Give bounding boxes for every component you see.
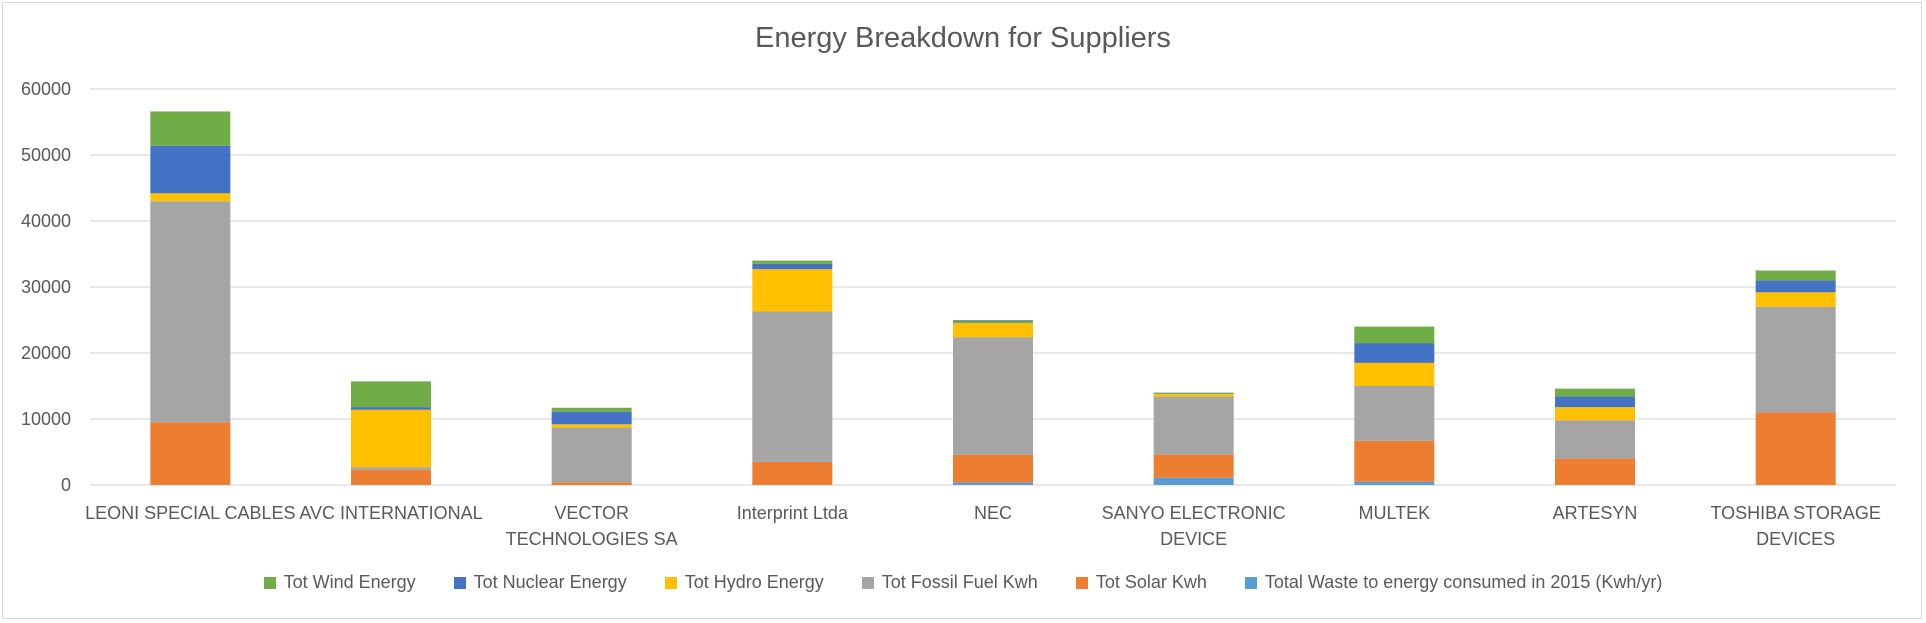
bar-segment — [1354, 481, 1435, 485]
bar-segment — [752, 461, 833, 485]
y-tick-label: 10000 — [21, 409, 71, 429]
bar-segment — [1755, 412, 1836, 485]
x-tick-label: AVC INTERNATIONAL — [299, 503, 482, 523]
legend-label: Tot Solar Kwh — [1095, 572, 1207, 592]
bar-segment — [351, 381, 431, 408]
x-tick-label: Interprint Ltda — [737, 503, 849, 523]
x-tick-label: SANYO ELECTRONIC — [1102, 503, 1286, 523]
bar-segment — [1153, 392, 1234, 394]
y-tick-label: 40000 — [21, 211, 71, 231]
chart-title: Energy Breakdown for Suppliers — [755, 22, 1171, 54]
bar-segment — [1555, 407, 1635, 421]
bar-segment — [1354, 386, 1435, 441]
bar-segment — [1153, 393, 1234, 397]
bar-segment — [150, 111, 231, 146]
legend-item: Tot Nuclear Energy — [453, 572, 627, 593]
y-tick-label: 30000 — [21, 277, 71, 297]
bar-segment — [150, 193, 231, 202]
x-tick-label: NEC — [974, 503, 1012, 523]
x-tick-label: ARTESYN — [1553, 503, 1638, 523]
bar-segment — [1354, 343, 1435, 363]
legend-label: Tot Fossil Fuel Kwh — [881, 572, 1038, 592]
legend-item: Tot Fossil Fuel Kwh — [861, 572, 1038, 593]
bar-segment — [1153, 393, 1234, 394]
bar-segment — [351, 467, 431, 470]
bar-segment — [953, 454, 1033, 483]
bar-segment — [551, 482, 632, 485]
x-tick-label: DEVICES — [1756, 529, 1835, 549]
legend-label: Tot Wind Energy — [283, 572, 416, 592]
legend-swatch — [1244, 576, 1257, 589]
bar-segment — [1755, 306, 1836, 413]
legend-label: Tot Hydro Energy — [684, 572, 824, 592]
bar-segment — [1354, 362, 1435, 386]
legend-item: Total Waste to energy consumed in 2015 (… — [1244, 572, 1663, 593]
bar-segment — [953, 322, 1033, 338]
legend-item: Tot Wind Energy — [263, 572, 416, 593]
x-tick-label: TOSHIBA STORAGE — [1710, 503, 1880, 523]
legend-swatch — [453, 576, 466, 589]
bar-segment — [953, 321, 1033, 323]
bar-segment — [752, 269, 833, 312]
chart-legend: Tot Wind Energy Tot Nuclear Energy Tot Hyd… — [0, 572, 1926, 593]
bar-segment — [1755, 292, 1836, 307]
legend-label: Tot Nuclear Energy — [473, 572, 627, 592]
bar-segment — [150, 145, 231, 194]
legend-swatch — [263, 576, 276, 589]
bar-segment — [1555, 458, 1635, 485]
bar-segment — [351, 469, 431, 485]
bar-segment — [953, 482, 1033, 485]
x-tick-label: VECTOR — [554, 503, 629, 523]
bar-segment — [1555, 396, 1635, 408]
x-tick-label: DEVICE — [1160, 529, 1227, 549]
bar-segment — [1555, 388, 1635, 397]
bar-segment — [1555, 420, 1635, 459]
bar-segment — [551, 407, 632, 412]
bar-segment — [150, 422, 231, 485]
bar-segment — [953, 337, 1033, 455]
legend-item: Tot Hydro Energy — [664, 572, 824, 593]
legend-item: Tot Solar Kwh — [1075, 572, 1207, 593]
x-tick-label: MULTEK — [1358, 503, 1430, 523]
legend-swatch — [861, 576, 874, 589]
x-tick-label: LEONI SPECIAL CABLES — [85, 503, 295, 523]
legend-swatch — [1075, 576, 1088, 589]
bar-segment — [752, 263, 833, 270]
bar-segment — [1153, 454, 1234, 478]
legend-label: Total Waste to energy consumed in 2015 (… — [1264, 572, 1663, 592]
bar-segment — [351, 409, 431, 468]
y-tick-label: 60000 — [21, 79, 71, 99]
y-tick-label: 20000 — [21, 343, 71, 363]
bar-segment — [351, 407, 431, 410]
bar-segment — [1153, 396, 1234, 455]
bar-segment — [551, 411, 632, 425]
bar-segment — [551, 427, 632, 483]
y-tick-label: 50000 — [21, 145, 71, 165]
legend-swatch — [664, 576, 677, 589]
bar-segment — [752, 311, 833, 462]
bar-segment — [150, 201, 231, 423]
bar-segment — [752, 260, 833, 264]
bar-segment — [1755, 280, 1836, 293]
bar-segment — [1354, 440, 1435, 482]
bar-segment — [1354, 326, 1435, 344]
y-tick-label: 0 — [61, 475, 71, 495]
bar-segment — [953, 320, 1033, 322]
bar-segment — [551, 424, 632, 428]
bar-segment — [1755, 270, 1836, 281]
x-tick-label: TECHNOLOGIES SA — [506, 529, 678, 549]
bar-segment — [1153, 477, 1234, 485]
